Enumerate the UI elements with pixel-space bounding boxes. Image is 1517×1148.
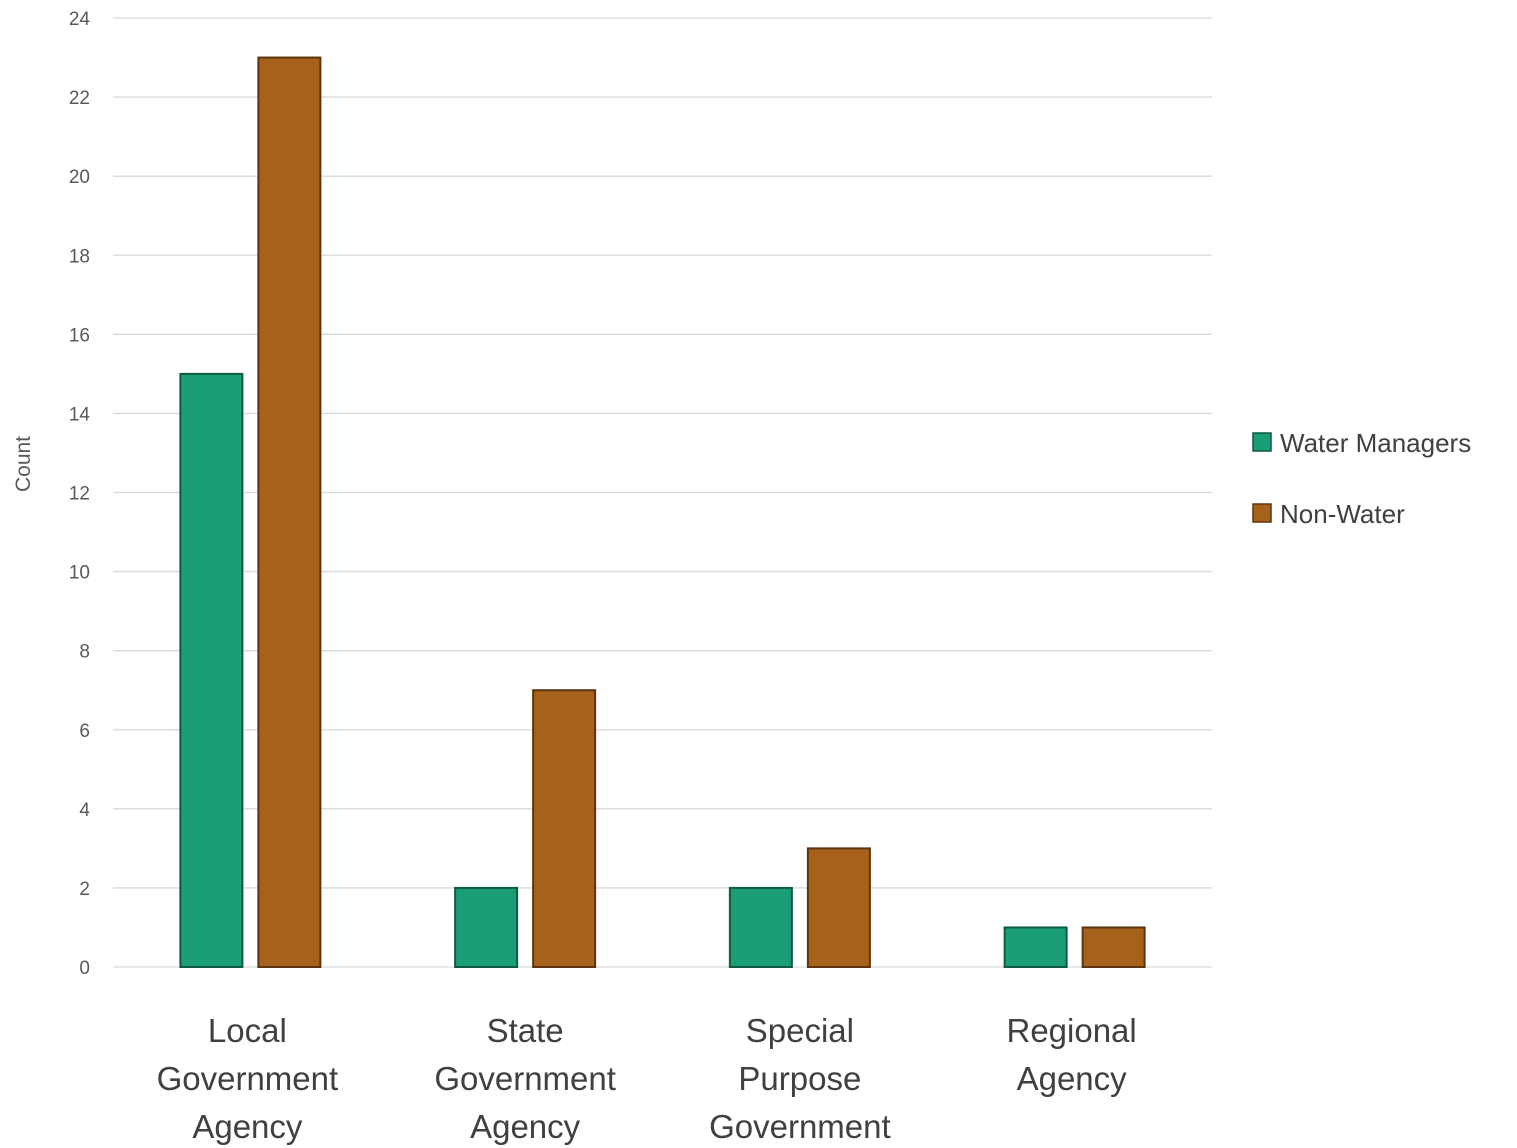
y-tick-label: 24 (69, 9, 91, 30)
x-category-label: Local Government Agency (157, 1012, 339, 1145)
y-tick-label: 8 (79, 642, 90, 663)
legend-entry: Non-Water (1280, 499, 1405, 529)
bar (1003, 926, 1068, 968)
y-tick-label: 22 (69, 88, 90, 109)
legend-entry: Water Managers (1280, 428, 1471, 458)
y-axis-label: Count (12, 436, 35, 492)
bar (1081, 926, 1146, 968)
x-category-label: State Government Agency (434, 1012, 616, 1145)
bar (532, 689, 597, 968)
y-tick-label: 14 (69, 404, 91, 425)
y-tick-label: 18 (69, 246, 90, 267)
bar (257, 56, 322, 968)
y-tick-label: 20 (69, 167, 90, 188)
y-tick-label: 6 (79, 721, 90, 742)
y-tick-label: 12 (69, 484, 90, 505)
legend-swatch (1252, 503, 1272, 523)
y-tick-label: 16 (69, 325, 90, 346)
y-tick-label: 4 (79, 800, 90, 821)
y-tick-label: 10 (69, 563, 90, 584)
y-tick-label: 0 (79, 958, 90, 979)
legend-swatch (1252, 432, 1272, 452)
y-tick-label: 2 (79, 879, 90, 900)
bar (806, 847, 871, 968)
bar (728, 886, 793, 969)
x-category-label: Regional Agency (1006, 1012, 1136, 1097)
x-category-label: Special Purpose Government (709, 1012, 891, 1145)
legend: Water Managers Non-Water (1252, 428, 1471, 529)
x-axis-categories: Local Government Agency State Government Agen… (157, 1012, 1137, 1145)
bar (454, 886, 519, 969)
bar (179, 372, 244, 968)
bars (179, 56, 1146, 969)
